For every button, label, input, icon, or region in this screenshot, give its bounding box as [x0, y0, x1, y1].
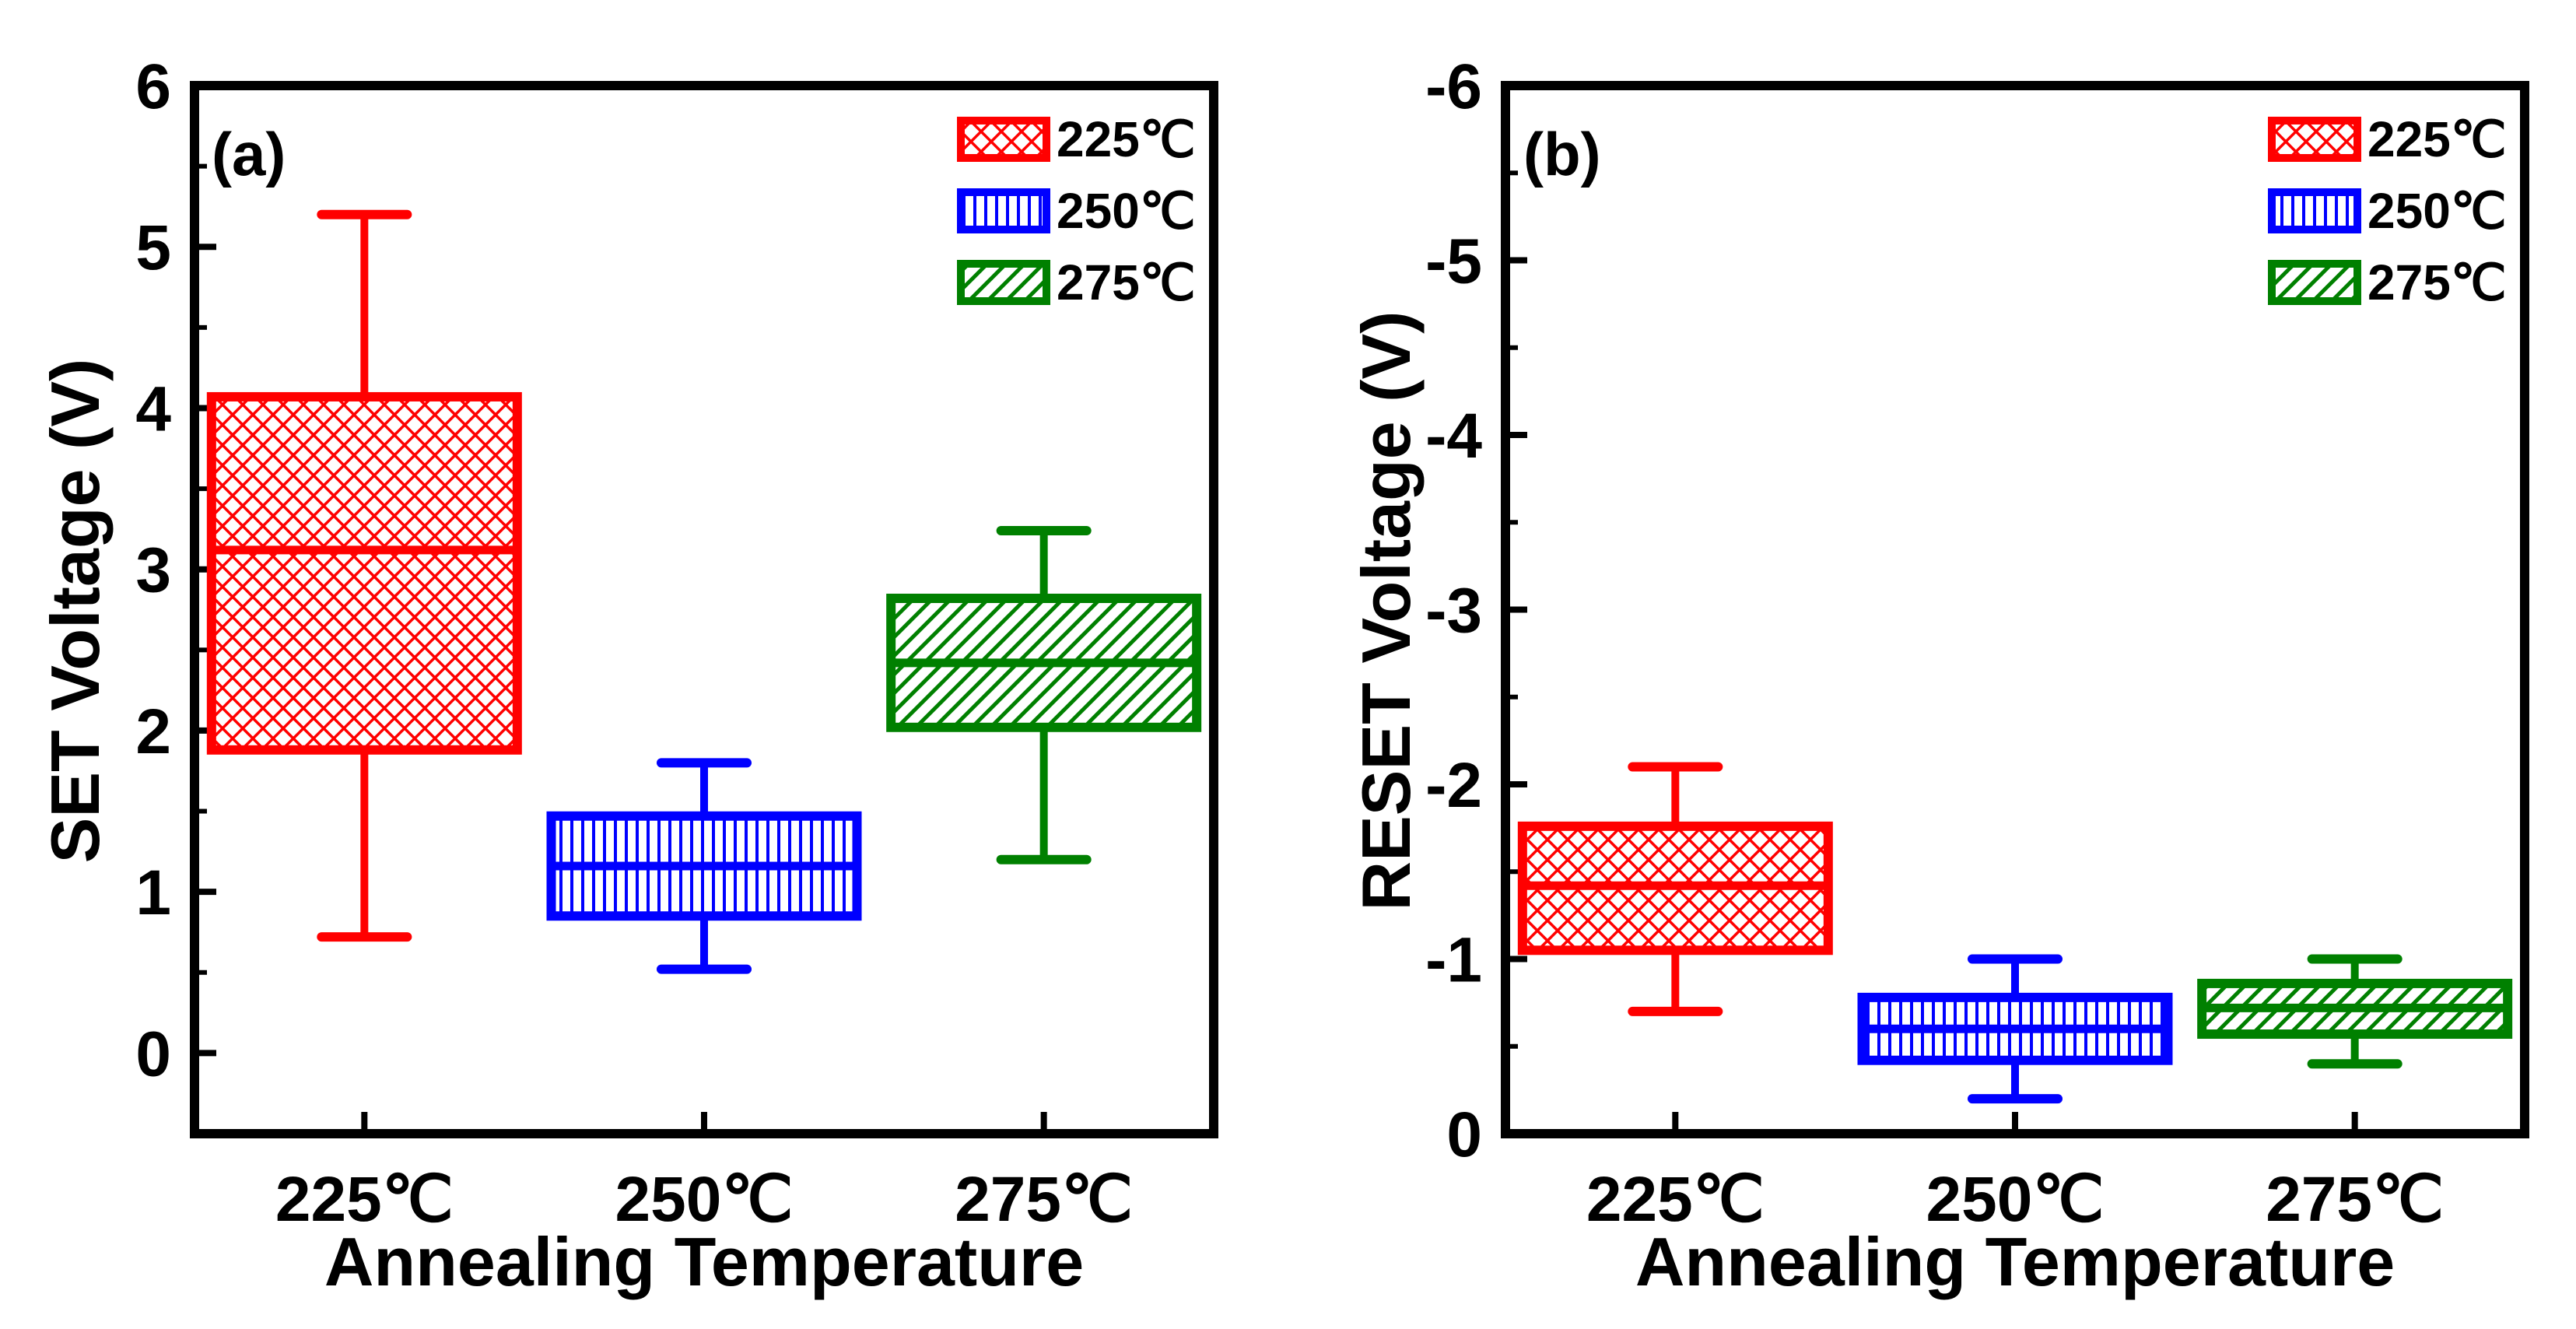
- legend-swatch: [957, 188, 1050, 233]
- x-axis-title-b: Annealing Temperature: [1635, 1223, 2395, 1300]
- legend-label: 225℃: [2367, 111, 2507, 167]
- y-tick-label: 4: [135, 373, 171, 444]
- panel-b-reset-voltage: (b) 0-1-2-3-4-5-6 225℃ 250℃ 275℃ 225℃250℃2…: [1348, 51, 2529, 1300]
- x-tick-label: 250℃: [1926, 1164, 2105, 1235]
- box-250: [546, 758, 862, 974]
- y-axis-ticks-b: 0 -1 -2 -3 -4 -5 -6: [1425, 51, 1527, 1170]
- legend-label: 250℃: [1057, 183, 1196, 239]
- box-225: [206, 209, 522, 942]
- y-tick-label: 1: [135, 857, 171, 928]
- y-axis-title-b: RESET Voltage (V): [1348, 311, 1425, 911]
- legend-label: 225℃: [1057, 111, 1196, 167]
- panel-a-label: (a): [212, 120, 286, 188]
- y-tick-label: -4: [1425, 401, 1482, 472]
- panel-b-label: (b): [1523, 120, 1601, 188]
- box-275: [886, 525, 1202, 864]
- x-axis-ticks-b: 225℃ 250℃ 275℃: [1586, 1112, 2444, 1235]
- legend-a: 225℃ 250℃ 275℃: [957, 111, 1196, 310]
- legend-swatch: [957, 117, 1050, 162]
- y-tick-label: 0: [1446, 1099, 1482, 1170]
- y-tick-label: 6: [135, 51, 171, 122]
- legend-label: 250℃: [2367, 183, 2507, 239]
- panel-a-set-voltage: (a) 0 1 2 3 4 5 6 225℃ 250℃ 275℃ 225℃ 250℃ 275℃ SE…: [37, 51, 1218, 1300]
- legend-swatch: [957, 260, 1050, 305]
- boxes-b: [1517, 762, 2513, 1104]
- x-tick-label: 275℃: [2266, 1164, 2444, 1235]
- x-tick-label: 250℃: [615, 1164, 794, 1235]
- box-225: [1517, 762, 1833, 1016]
- y-tick-label: -1: [1425, 925, 1482, 996]
- legend-swatch: [2268, 117, 2361, 162]
- x-axis-ticks-a: 225℃ 250℃ 275℃: [275, 1112, 1133, 1235]
- box-275: [2197, 954, 2513, 1069]
- x-tick-label: 225℃: [1586, 1164, 1765, 1235]
- legend-b: 225℃ 250℃ 275℃: [2268, 111, 2507, 310]
- box-250: [1857, 954, 2173, 1104]
- y-axis-ticks-a: 0 1 2 3 4 5 6: [135, 51, 216, 1089]
- legend-swatch: [2268, 260, 2361, 305]
- y-tick-label: 2: [135, 696, 171, 767]
- legend-label: 275℃: [1057, 254, 1196, 310]
- y-tick-label: -5: [1425, 226, 1482, 297]
- legend-swatch: [2268, 188, 2361, 233]
- y-tick-label: -6: [1425, 51, 1482, 122]
- boxes-a: [206, 209, 1202, 974]
- y-tick-label: 3: [135, 535, 171, 606]
- x-tick-label: 225℃: [275, 1164, 454, 1235]
- y-tick-label: -2: [1425, 750, 1482, 821]
- legend-label: 275℃: [2367, 254, 2507, 310]
- box-body: [206, 391, 522, 755]
- y-tick-label: -3: [1425, 576, 1482, 647]
- y-tick-label: 5: [135, 212, 171, 283]
- x-tick-label: 275℃: [955, 1164, 1133, 1235]
- y-axis-title-a: SET Voltage (V): [37, 359, 114, 864]
- x-axis-title-a: Annealing Temperature: [324, 1223, 1084, 1300]
- y-tick-label: 0: [135, 1019, 171, 1089]
